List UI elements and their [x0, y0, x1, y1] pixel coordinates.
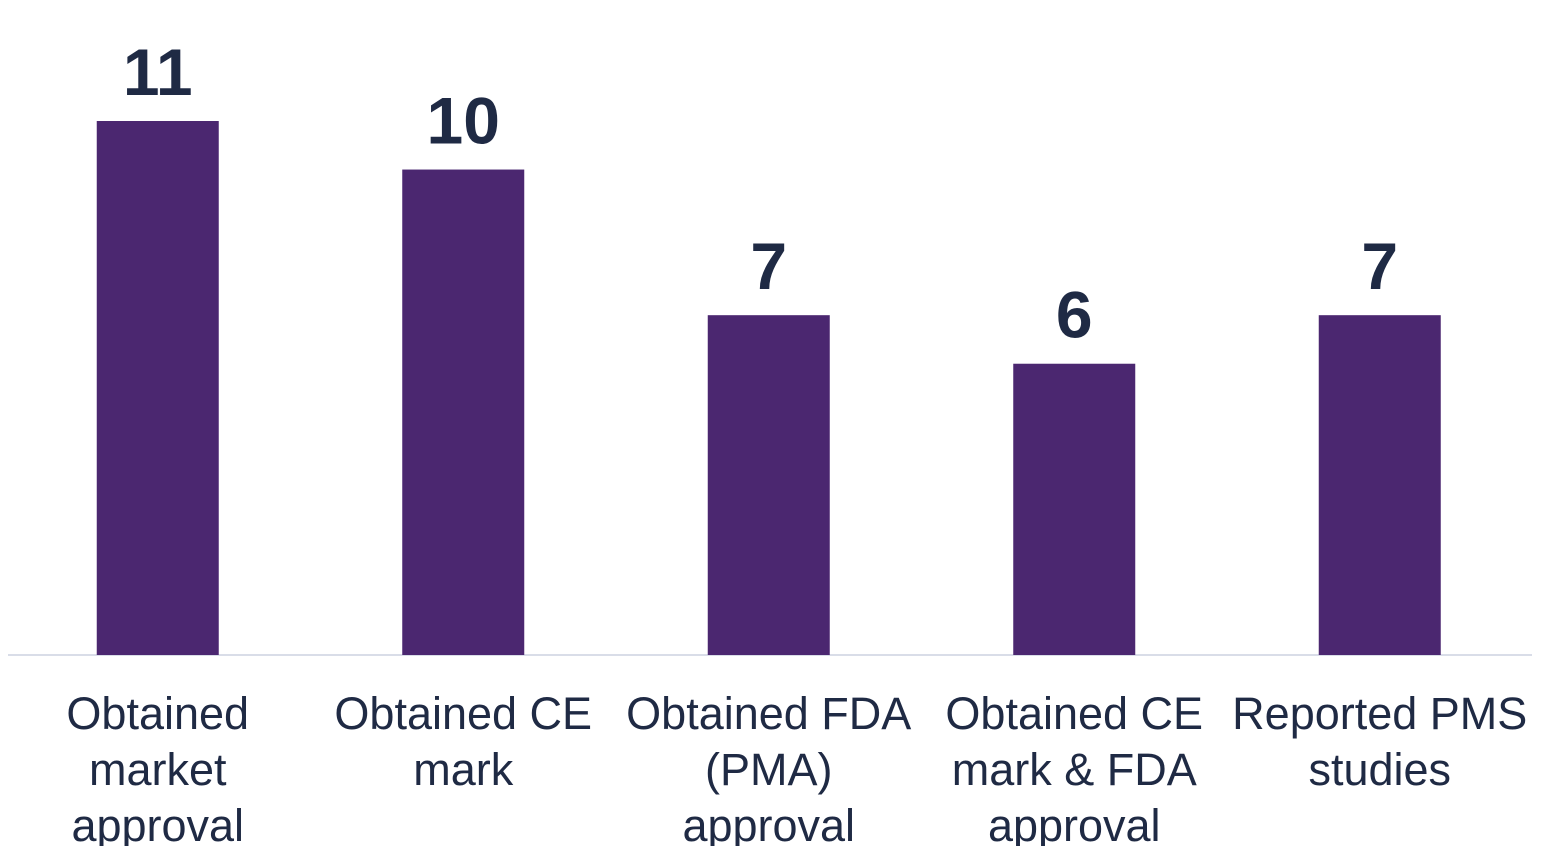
bar [402, 169, 525, 655]
value-label: 11 [123, 35, 193, 109]
value-label: 6 [1056, 278, 1093, 352]
value-label: 10 [427, 84, 500, 158]
value-label: 7 [1361, 229, 1398, 303]
bar [707, 315, 830, 655]
x-tick-label: Obtained CE mark [334, 688, 593, 795]
bar [1013, 363, 1136, 655]
x-tick-label: Obtained market approval [66, 688, 250, 846]
x-tick-label: Reported PMS studies [1232, 688, 1528, 795]
x-tick-label: Obtained CE mark & FDA approval [945, 688, 1204, 846]
value-label: 7 [750, 229, 787, 303]
bar [96, 121, 219, 655]
x-tick-label: Obtained FDA (PMA) approval [626, 688, 912, 846]
bar [1318, 315, 1441, 655]
